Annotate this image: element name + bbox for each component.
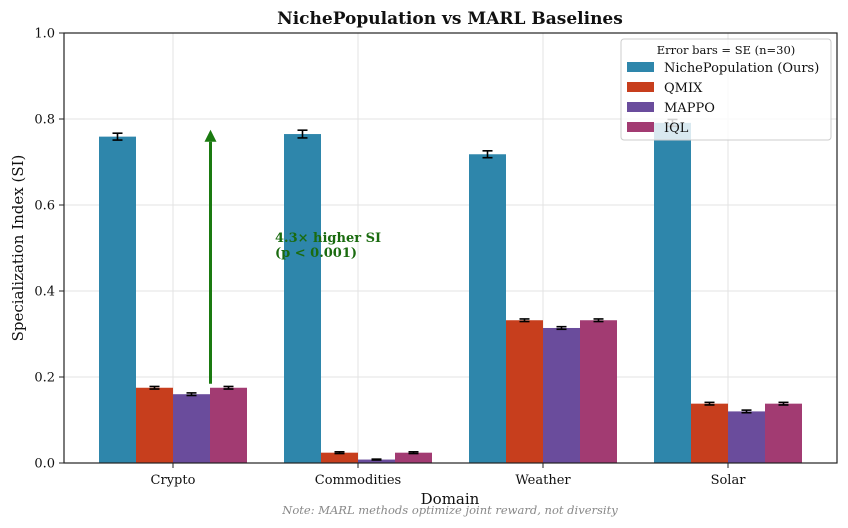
bar-qmix-weather [506, 320, 543, 463]
x-tick-label-weather: Weather [515, 473, 571, 488]
annotation-arrowhead [204, 129, 217, 142]
chart-title: NichePopulation vs MARL Baselines [277, 9, 623, 29]
bar-nichepopulation-solar [654, 122, 691, 464]
legend-title: Error bars = SE (n=30) [657, 43, 796, 57]
error-bar [186, 392, 197, 397]
x-axis-label: Domain [421, 490, 480, 508]
y-tick-label: 0.6 [34, 199, 55, 214]
error-bar [223, 385, 234, 390]
bar-qmix-commodities [321, 452, 358, 463]
error-bar [297, 129, 308, 139]
x-tick-label-crypto: Crypto [151, 473, 196, 488]
bar-iql-weather [580, 320, 617, 463]
x-tick-label-commodities: Commodities [315, 473, 401, 488]
error-bar [408, 451, 419, 455]
x-tick-label-solar: Solar [711, 473, 747, 488]
legend: Error bars = SE (n=30) NichePopulation (O… [620, 38, 832, 141]
chart-text: 0.0 0.2 0.4 0.6 0.8 1.0 Crypto Commodities Weath… [9, 9, 746, 517]
error-bar [778, 401, 789, 406]
error-bar [593, 318, 604, 323]
y-axis-label: Specialization Index (SI) [9, 155, 27, 342]
footnote: Note: MARL methods optimize joint reward… [281, 503, 618, 517]
bar-nichepopulation-weather [469, 154, 506, 463]
bar-iql-crypto [210, 387, 247, 463]
annotation-line-2: (p < 0.001) [275, 246, 357, 261]
error-bar [704, 401, 715, 406]
annotation-line-1: 4.3× higher SI [275, 231, 381, 246]
bar-iql-solar [765, 403, 802, 463]
legend-entry: QMIX [664, 81, 703, 96]
axes [59, 32, 838, 468]
annotation: 4.3× higher SI(p < 0.001) [204, 129, 381, 384]
y-tick-label: 0.0 [34, 457, 55, 472]
error-bar [371, 458, 382, 461]
bar-mappo-crypto [173, 394, 210, 463]
legend-swatch [627, 122, 654, 132]
y-tick-label: 0.2 [34, 371, 55, 386]
bar-mappo-commodities [358, 459, 395, 463]
error-bar [149, 385, 160, 390]
legend-entry: IQL [664, 121, 689, 136]
bar-mappo-solar [728, 411, 765, 463]
legend-entry: NichePopulation (Ours) [664, 61, 819, 76]
legend-box [620, 38, 832, 141]
y-tick-label: 1.0 [34, 27, 55, 42]
legend-swatch [627, 62, 654, 72]
bar-nichepopulation-crypto [99, 136, 136, 463]
bar-qmix-crypto [136, 387, 173, 463]
legend-swatch [627, 82, 654, 92]
legend-entry: MAPPO [664, 101, 715, 116]
y-tick-label: 0.4 [34, 285, 55, 300]
error-bar [482, 150, 493, 159]
bar-qmix-solar [691, 403, 728, 463]
error-bar [556, 325, 567, 331]
error-bar [741, 409, 752, 414]
bar-iql-commodities [395, 452, 432, 463]
error-bar [519, 318, 530, 323]
bar-series [99, 122, 802, 464]
error-bar [112, 132, 123, 141]
bar-nichepopulation-commodities [284, 134, 321, 464]
legend-swatch [627, 102, 654, 112]
y-tick-label: 0.8 [34, 113, 55, 128]
bar-mappo-weather [543, 327, 580, 463]
plot-frame [63, 32, 838, 464]
error-bar [334, 451, 345, 455]
